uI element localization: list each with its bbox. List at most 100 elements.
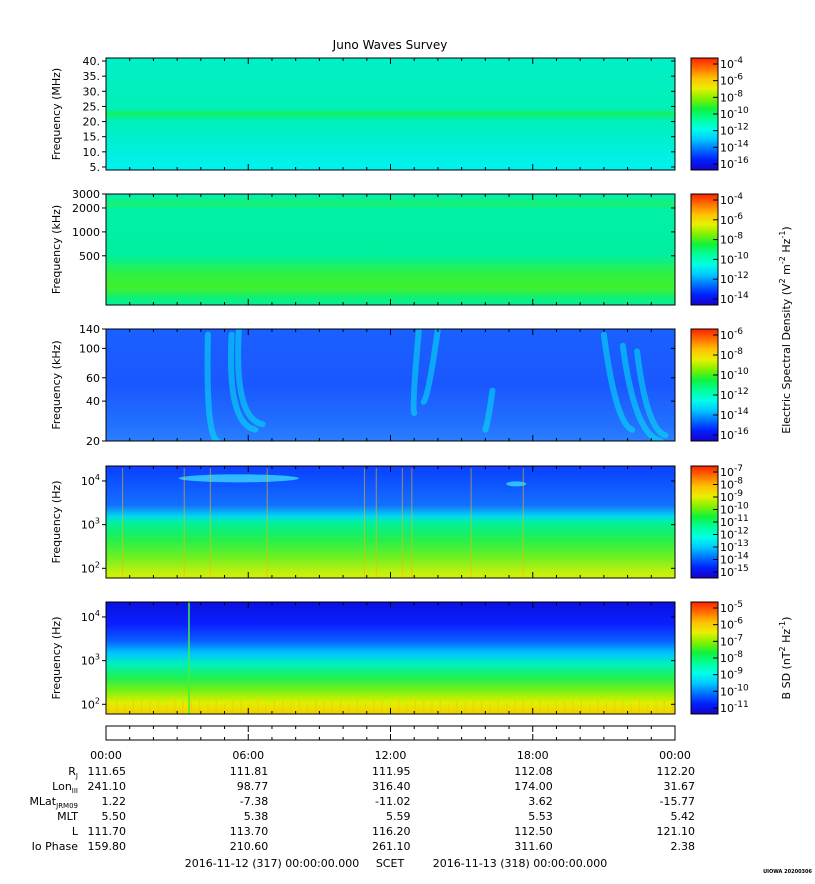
colorbar-tick-label: 10-6 — [720, 327, 743, 342]
y-tick-label: 102 — [81, 696, 100, 711]
spectrogram-image — [106, 466, 675, 578]
colorbar-tick-label: 10-16 — [720, 427, 749, 442]
colorbar-tick-label: 10-6 — [720, 617, 743, 632]
ephemeris-value: 116.20 — [372, 825, 411, 838]
colorbar-tick-label: 10-10 — [720, 367, 749, 382]
colorbar-scale — [690, 193, 719, 306]
spectrogram-image — [106, 329, 675, 441]
spectrogram-image — [106, 602, 675, 714]
colorbar-tick-label: 10-8 — [720, 232, 743, 247]
colorbar-tick-label: 10-14 — [720, 139, 749, 154]
ephemeris-value: -7.38 — [240, 795, 268, 808]
colorbar-tick-label: 10-9 — [720, 667, 743, 682]
colorbar-tick-label: 10-15 — [720, 564, 749, 579]
y-tick-label: 40. — [83, 55, 101, 68]
y-tick-label: 15. — [83, 131, 101, 144]
colorbar-tick-label: 10-4 — [720, 56, 743, 71]
ephemeris-value: 98.77 — [237, 780, 269, 793]
ephemeris-value: 31.67 — [664, 780, 696, 793]
colorbar-tick-label: 10-8 — [720, 650, 743, 665]
ephemeris-value: 311.60 — [514, 840, 553, 853]
ephemeris-value: 112.50 — [514, 825, 553, 838]
spectrogram-image — [106, 58, 675, 170]
electric-density-colorbar-title: Electric Spectral Density (V2 m-2 Hz-1) — [778, 226, 793, 433]
emission-features — [204, 329, 669, 441]
colorbar-scale — [690, 328, 719, 442]
ephemeris-row-label: MLatJRM09 — [29, 795, 78, 810]
ephemeris-value: 5.38 — [244, 810, 269, 823]
ephemeris-value: 113.70 — [230, 825, 269, 838]
ephemeris-row-label: RJ — [68, 765, 78, 780]
colorbar-tick-label: 10-4 — [720, 192, 743, 207]
y-tick-label: 140 — [79, 323, 100, 336]
ephemeris-value: 121.10 — [657, 825, 696, 838]
colorbar-tick-label: 10-8 — [720, 477, 743, 492]
ephemeris-value: 1.22 — [102, 795, 127, 808]
colorbar-tick-label: 10-8 — [720, 89, 743, 104]
ephemeris-value: -11.02 — [375, 795, 410, 808]
ephemeris-row-label: L — [72, 825, 79, 838]
colorbar-tick-label: 10-14 — [720, 291, 749, 306]
ephemeris-value: 316.40 — [372, 780, 411, 793]
colorbar-tick-label: 10-12 — [720, 123, 749, 138]
ephemeris-value: 111.70 — [88, 825, 127, 838]
time-label: 00:00 — [90, 749, 122, 762]
colorbar-tick-label: 10-14 — [720, 407, 749, 422]
spectrogram-panel-3: 20 40 60 100 140 Frequency (kHz) 10-6 10-8 10-10… — [50, 323, 749, 448]
colorbar-tick-label: 10-14 — [720, 552, 749, 567]
ephemeris-value: 261.10 — [372, 840, 411, 853]
ephemeris-value: 3.62 — [528, 795, 553, 808]
colorbar-tick-label: 10-9 — [720, 489, 743, 504]
colorbar-tick-label: 10-10 — [720, 683, 749, 698]
ephemeris-value: 5.53 — [528, 810, 553, 823]
y-axis-label: Frequency (kHz) — [50, 205, 63, 294]
ephemeris-value: 111.81 — [230, 765, 269, 778]
colorbar-tick-label: 10-6 — [720, 212, 743, 227]
time-label: 12:00 — [375, 749, 407, 762]
y-axis-label: Frequency (Hz) — [50, 481, 63, 564]
y-tick-label: 3000 — [72, 188, 100, 201]
y-tick-label: 500 — [79, 250, 100, 263]
ephemeris-value: 111.65 — [88, 765, 127, 778]
emission-features — [107, 602, 674, 714]
ephemeris-value: 5.42 — [671, 810, 696, 823]
figure-title: Juno Waves Survey — [332, 38, 448, 52]
y-tick-label: 40 — [86, 395, 100, 408]
ephemeris-value: 5.50 — [102, 810, 127, 823]
y-tick-label: 104 — [81, 609, 100, 624]
ephemeris-value: 241.10 — [88, 780, 127, 793]
ephemeris-value: 111.95 — [372, 765, 411, 778]
ephemeris-value: 5.59 — [386, 810, 411, 823]
spectrogram-panel-4: 102 103 104 Frequency (Hz) 10-710-810-910-10… — [50, 464, 749, 579]
ephemeris-value: 112.08 — [514, 765, 553, 778]
y-tick-label: 60 — [86, 372, 100, 385]
colorbar-tick-label: 10-8 — [720, 347, 743, 362]
ephemeris-row-label: Io Phase — [32, 840, 79, 853]
time-label: 06:00 — [232, 749, 264, 762]
emission-features — [122, 468, 527, 578]
ephemeris-row-label: MLT — [57, 810, 78, 823]
spectrogram-image — [106, 194, 675, 305]
y-axis-label: Frequency (MHz) — [50, 68, 63, 160]
y-tick-label: 104 — [81, 473, 100, 488]
colorbar: 10-5 10-610-7 10-8 10-910-10 10-11 — [690, 600, 749, 715]
y-tick-label: 102 — [81, 560, 100, 575]
y-axis-label: Frequency (Hz) — [50, 617, 63, 700]
ephemeris-value: 112.20 — [657, 765, 696, 778]
y-tick-label: 20 — [86, 435, 100, 448]
ephemeris-value: 159.80 — [88, 840, 127, 853]
colorbar-tick-label: 10-10 — [720, 251, 749, 266]
start-time-label: 2016-11-12 (317) 00:00:00.000 — [185, 857, 359, 870]
y-axis-label: Frequency (kHz) — [50, 340, 63, 429]
colorbar-tick-label: 10-6 — [720, 73, 743, 88]
colorbar-tick-label: 10-7 — [720, 633, 743, 648]
ephemeris-row-label: LonIII — [52, 780, 78, 795]
time-label: 18:00 — [517, 749, 549, 762]
colorbar: 10-4 10-6 10-8 10-10 10-12 10-14 — [690, 192, 749, 306]
ephemeris-value: 210.60 — [230, 840, 269, 853]
y-tick-label: 1000 — [72, 226, 100, 239]
